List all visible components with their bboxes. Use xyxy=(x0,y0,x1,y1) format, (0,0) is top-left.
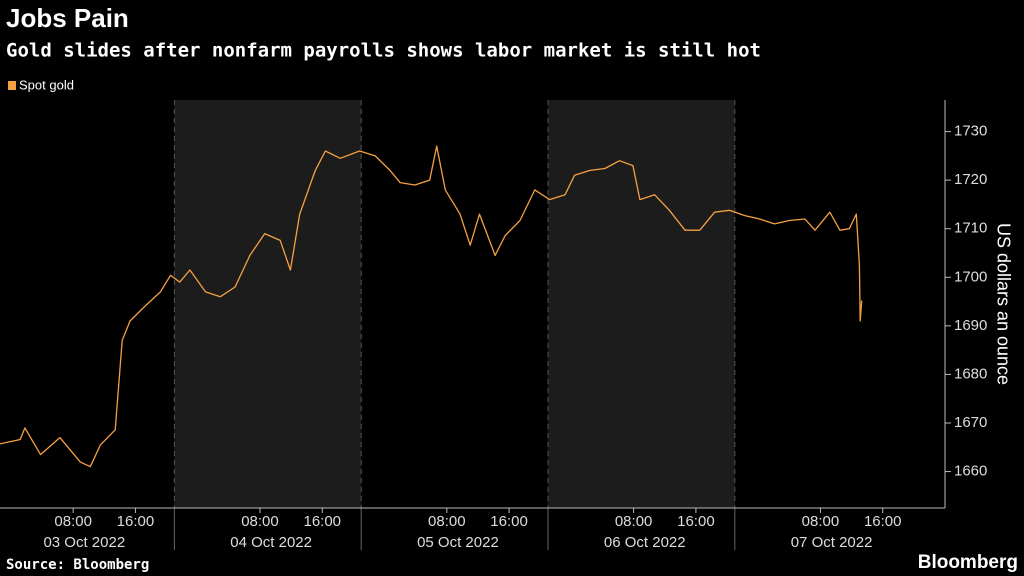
legend-swatch xyxy=(8,81,16,90)
y-tick-label: 1690 xyxy=(954,317,987,334)
x-tick-label: 16:00 xyxy=(864,513,902,530)
day-label: 06 Oct 2022 xyxy=(604,534,686,551)
chart-title: Jobs Pain xyxy=(6,3,129,33)
session-band xyxy=(174,100,362,508)
day-label: 03 Oct 2022 xyxy=(43,534,125,551)
day-label: 04 Oct 2022 xyxy=(230,534,312,551)
x-tick-label: 16:00 xyxy=(303,513,341,530)
y-tick-label: 1730 xyxy=(954,123,987,140)
x-tick-label: 16:00 xyxy=(117,513,155,530)
y-tick-label: 1670 xyxy=(954,414,987,431)
legend-label: Spot gold xyxy=(19,77,74,92)
x-tick-label: 08:00 xyxy=(428,513,466,530)
y-axis-label: US dollars an ounce xyxy=(993,223,1013,385)
session-band xyxy=(548,100,735,508)
y-tick-label: 1710 xyxy=(954,220,987,237)
y-tick-label: 1700 xyxy=(954,268,987,285)
x-tick-label: 08:00 xyxy=(615,513,653,530)
price-line xyxy=(0,145,863,468)
brand: Bloomberg xyxy=(918,552,1018,573)
y-tick-label: 1660 xyxy=(954,463,987,480)
day-label: 05 Oct 2022 xyxy=(417,534,499,551)
plot-layer xyxy=(173,100,736,550)
x-tick-label: 08:00 xyxy=(241,513,279,530)
y-tick-label: 1720 xyxy=(954,171,987,188)
x-tick-label: 08:00 xyxy=(802,513,840,530)
y-tick-label: 1680 xyxy=(954,365,987,382)
x-tick-label: 08:00 xyxy=(54,513,92,530)
source: Source: Bloomberg xyxy=(6,557,149,573)
day-label: 07 Oct 2022 xyxy=(791,534,873,551)
chart-subtitle: Gold slides after nonfarm payrolls shows… xyxy=(6,40,761,62)
x-tick-label: 16:00 xyxy=(490,513,528,530)
x-tick-label: 16:00 xyxy=(677,513,715,530)
